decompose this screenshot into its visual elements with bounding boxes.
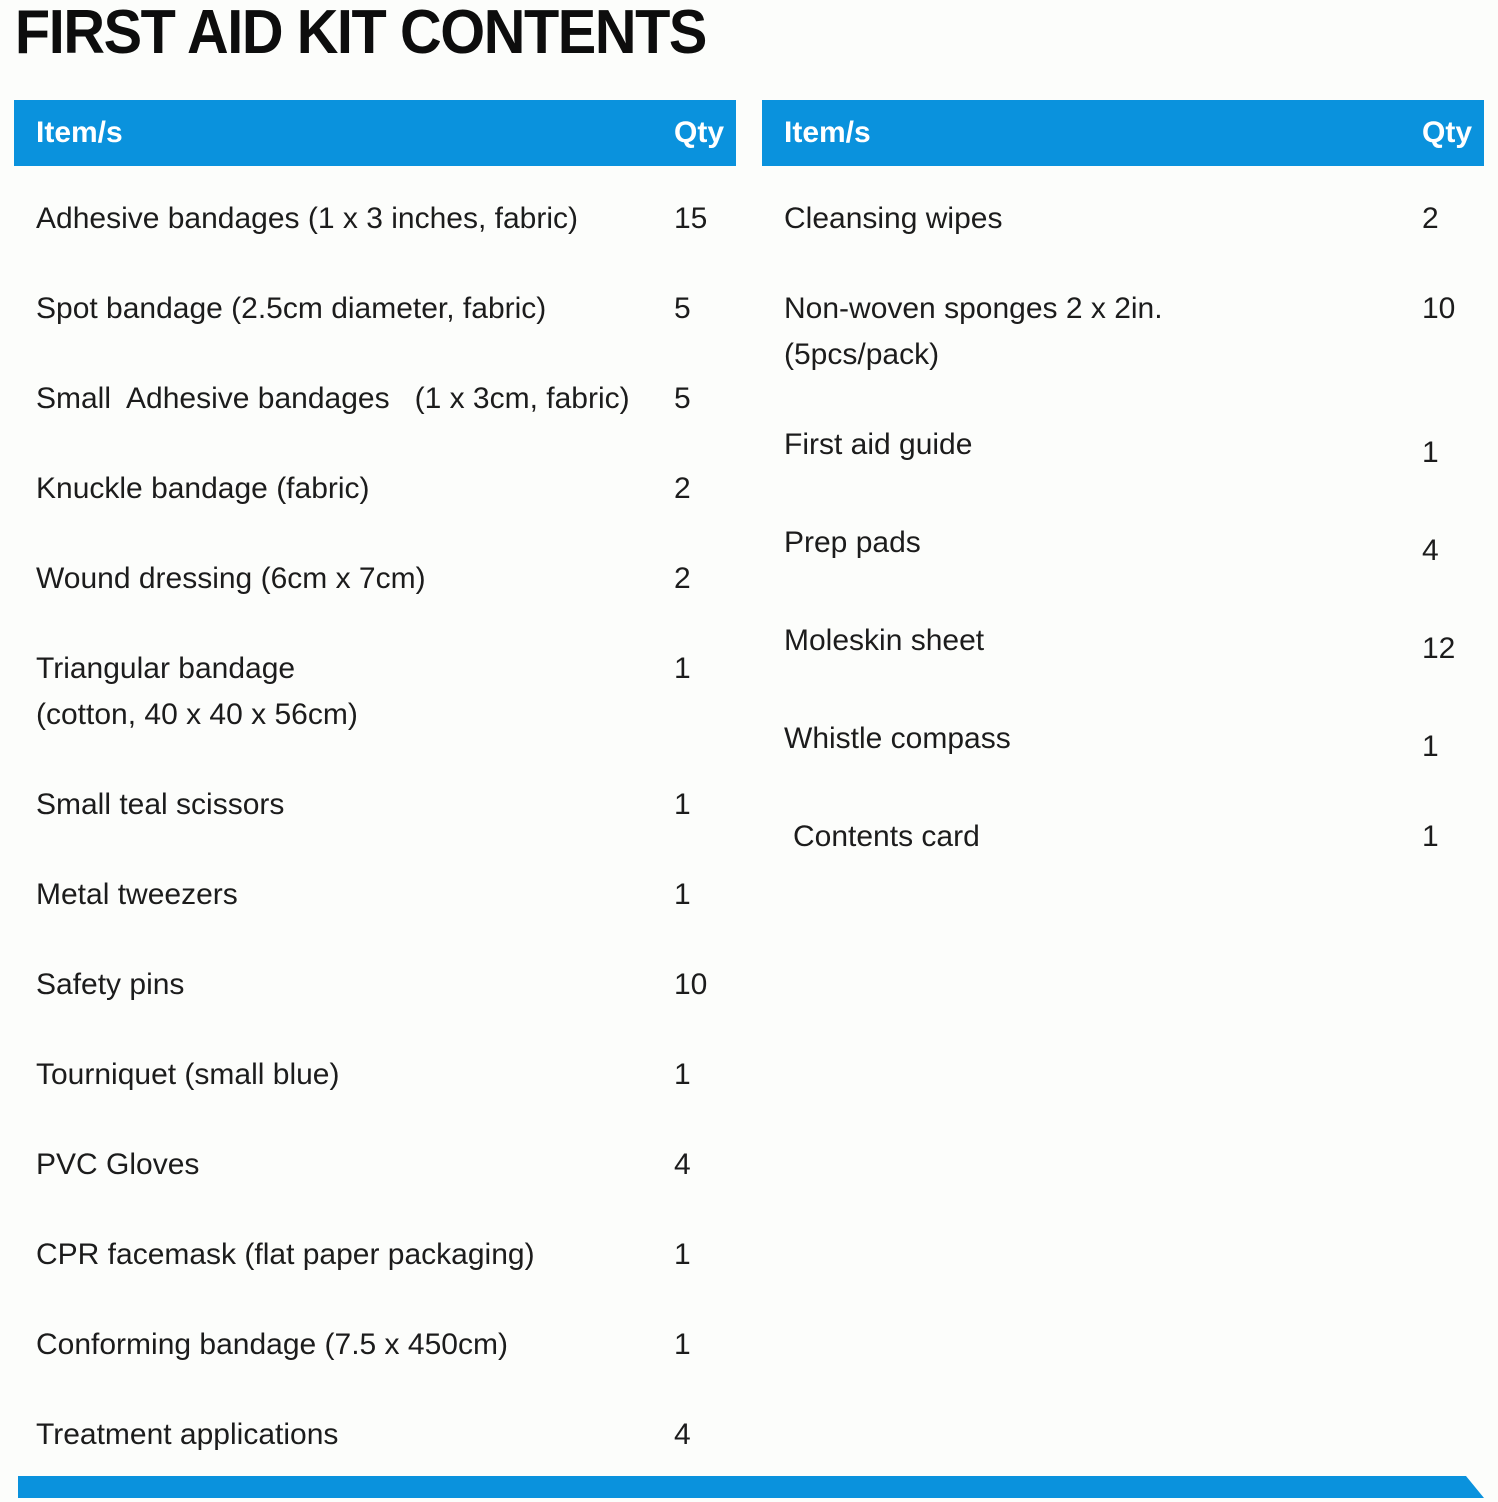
- item-name: Whistle compass: [784, 722, 1011, 755]
- item-qty: 10: [1422, 292, 1456, 325]
- item-qty: 1: [674, 1328, 691, 1361]
- item-name: CPR facemask (flat paper packaging): [36, 1238, 535, 1271]
- bottom-accent-bar: [18, 1476, 1484, 1498]
- item-qty: 10: [674, 968, 708, 1001]
- item-name: Conforming bandage (7.5 x 450cm): [36, 1328, 508, 1361]
- table-row: Spot bandage (2.5cm diameter, fabric) 5: [14, 286, 736, 332]
- item-name: Contents card: [793, 820, 980, 853]
- item-name: Cleansing wipes: [784, 202, 1003, 235]
- item-qty: 4: [674, 1148, 691, 1181]
- item-qty: 1: [674, 1238, 691, 1271]
- table-row: CPR facemask (flat paper packaging) 1: [14, 1232, 736, 1278]
- column-header-qty: Qty: [1422, 116, 1473, 149]
- item-qty: 1: [1422, 820, 1439, 853]
- item-name: Treatment applications: [36, 1418, 339, 1451]
- table-row: Adhesive bandages (1 x 3 inches, fabric)…: [14, 196, 736, 242]
- item-name: Prep pads: [784, 526, 921, 559]
- item-name: PVC Gloves: [36, 1148, 200, 1181]
- item-qty: 15: [674, 202, 708, 235]
- contents-table-right: Item/s Qty Cleansing wipes 2 Non-woven s…: [762, 100, 1484, 1502]
- item-qty: 12: [1422, 632, 1456, 665]
- table-row: Moleskin sheet 12: [762, 618, 1484, 672]
- table-row: Prep pads 4: [762, 520, 1484, 574]
- table-row: Whistle compass 1: [762, 716, 1484, 770]
- table-row: Non-woven sponges 2 x 2in. (5pcs/pack) 1…: [762, 286, 1484, 378]
- item-name: Moleskin sheet: [784, 624, 985, 657]
- column-header-qty: Qty: [674, 116, 725, 149]
- table-row: Knuckle bandage (fabric) 2: [14, 466, 736, 512]
- item-qty: 5: [674, 382, 691, 415]
- item-qty: 4: [674, 1418, 691, 1451]
- item-qty: 5: [674, 292, 691, 325]
- item-qty: 2: [1422, 202, 1439, 235]
- table-row: First aid guide 1: [762, 422, 1484, 476]
- table-row: Metal tweezers 1: [14, 872, 736, 918]
- column-header-items: Item/s: [36, 116, 123, 149]
- item-name: Tourniquet (small blue): [36, 1058, 340, 1091]
- table-row: Contents card 1: [762, 814, 1484, 860]
- table-rows-right: Cleansing wipes 2 Non-woven sponges 2 x …: [762, 166, 1484, 860]
- column-header-items: Item/s: [784, 116, 871, 149]
- item-qty: 1: [674, 788, 691, 821]
- page-title: FIRST AID KIT CONTENTS: [14, 0, 708, 67]
- table-row: PVC Gloves 4: [14, 1142, 736, 1188]
- item-name: Wound dressing (6cm x 7cm): [36, 562, 426, 595]
- item-qty: 4: [1422, 534, 1439, 567]
- item-name: Safety pins: [36, 968, 185, 1001]
- table-row: Wound dressing (6cm x 7cm) 2: [14, 556, 736, 602]
- table-row: Tourniquet (small blue) 1: [14, 1052, 736, 1098]
- item-qty: 1: [674, 878, 691, 911]
- table-header-right: Item/s Qty: [762, 100, 1484, 166]
- item-qty: 1: [1422, 730, 1439, 763]
- item-name: Small teal scissors: [36, 788, 285, 821]
- table-row: Treatment applications 4: [14, 1412, 736, 1458]
- table-header-left: Item/s Qty: [14, 100, 736, 166]
- item-qty: 1: [674, 1058, 691, 1091]
- item-name: Small Adhesive bandages (1 x 3cm, fabric…: [36, 382, 630, 415]
- item-name: First aid guide: [784, 428, 973, 461]
- item-name: Triangular bandage (cotton, 40 x 40 x 56…: [36, 652, 358, 731]
- table-row: Triangular bandage (cotton, 40 x 40 x 56…: [14, 646, 736, 738]
- table-row: Conforming bandage (7.5 x 450cm) 1: [14, 1322, 736, 1368]
- item-name: Metal tweezers: [36, 878, 238, 911]
- table-row: Cleansing wipes 2: [762, 196, 1484, 242]
- item-name: Non-woven sponges 2 x 2in. (5pcs/pack): [784, 292, 1163, 371]
- item-qty: 2: [674, 472, 691, 505]
- table-row: Safety pins 10: [14, 962, 736, 1008]
- tables-container: Item/s Qty Adhesive bandages (1 x 3 inch…: [0, 100, 1498, 1502]
- item-name: Spot bandage (2.5cm diameter, fabric): [36, 292, 547, 325]
- item-name: Knuckle bandage (fabric): [36, 472, 370, 505]
- table-row: Small teal scissors 1: [14, 782, 736, 828]
- table-row: Small Adhesive bandages (1 x 3cm, fabric…: [14, 376, 736, 422]
- item-qty: 1: [674, 652, 691, 685]
- item-qty: 1: [1422, 436, 1439, 469]
- item-name: Adhesive bandages (1 x 3 inches, fabric): [36, 202, 578, 235]
- table-rows-left: Adhesive bandages (1 x 3 inches, fabric)…: [14, 166, 736, 1458]
- contents-table-left: Item/s Qty Adhesive bandages (1 x 3 inch…: [14, 100, 736, 1502]
- item-qty: 2: [674, 562, 691, 595]
